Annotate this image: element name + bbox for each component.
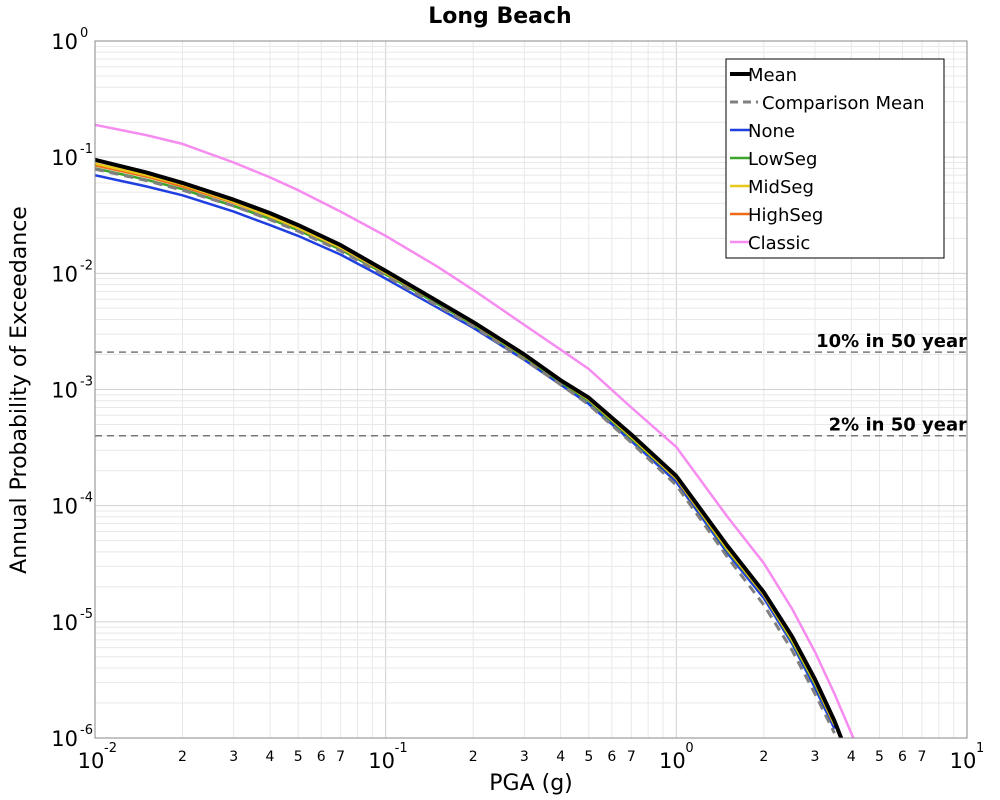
x-minor-tick-label: 5 [875,749,884,765]
y-tick-exponent: 0 [80,26,88,41]
x-minor-tick-label: 2 [759,749,768,765]
legend-label: MidSeg [748,177,814,198]
x-tick-exponent: 1 [976,741,984,756]
x-minor-tick-label: 3 [520,749,529,765]
series-line-comparison-mean [95,167,836,734]
x-minor-tick-label: 6 [607,749,616,765]
x-minor-tick-label: 3 [811,749,820,765]
x-tick-exponent: -1 [395,741,408,756]
x-tick-label: 10 [659,749,686,773]
grid [95,41,967,738]
x-minor-tick-label: 3 [229,749,238,765]
y-tick-exponent: -2 [80,258,93,273]
x-minor-tick-label: 7 [336,749,345,765]
series-line-mean [95,157,844,738]
legend-label: Comparison Mean [762,93,925,114]
chart-title: Long Beach [428,4,571,29]
legend: Mean Comparison Mean None LowSeg MidSeg HighS… [725,58,945,259]
y-tick-exponent: -5 [80,607,93,622]
x-minor-tick-label: 5 [584,749,593,765]
series-line-classic [95,123,855,738]
x-minor-tick-label: 4 [847,749,856,765]
x-tick-label: 10 [78,749,105,773]
reference-line-label: 10% in 50 year [816,331,967,352]
reference-lines: 10% in 50 year 2% in 50 year [95,331,967,437]
y-tick-label: 10 [51,495,78,519]
x-minor-tick-label: 2 [178,749,187,765]
x-minor-tick-label: 5 [294,749,303,765]
y-tick-exponent: -3 [80,375,93,390]
y-axis-label: Annual Probability of Exceedance [7,206,32,574]
x-tick-label: 10 [950,749,977,773]
x-minor-tick-label: 4 [556,749,565,765]
y-tick-label: 10 [51,727,78,751]
series-lines [95,123,855,738]
y-tick-label: 10 [51,262,78,286]
legend-label: None [748,121,795,142]
y-tick-exponent: -4 [80,491,93,506]
x-minor-tick-label: 2 [469,749,478,765]
legend-label: Classic [748,233,810,254]
x-minor-tick-label: 7 [918,749,927,765]
legend-items: Mean Comparison Mean None LowSeg MidSeg HighS… [730,65,925,254]
x-minor-tick-label: 7 [627,749,636,765]
y-tick-exponent: -6 [80,723,93,738]
legend-label: HighSeg [748,205,823,226]
reference-line-label: 2% in 50 year [829,415,967,436]
legend-box [725,58,945,259]
y-tick-label: 10 [51,146,78,170]
y-tick-label: 10 [51,30,78,54]
x-minor-tick-label: 4 [266,749,275,765]
x-tick-exponent: -2 [104,741,117,756]
x-minor-tick-label: 6 [317,749,326,765]
x-axis-label: PGA (g) [489,771,573,796]
plot-frame [94,40,968,739]
y-tick-label: 10 [51,611,78,635]
x-minor-tick-label: 6 [898,749,907,765]
y-tick-exponent: -1 [80,142,93,157]
y-tick-label: 10 [51,379,78,403]
x-tick-exponent: 0 [685,741,693,756]
legend-label: LowSeg [748,149,817,170]
x-tick-label: 10 [368,749,395,773]
legend-label: Mean [748,65,797,86]
